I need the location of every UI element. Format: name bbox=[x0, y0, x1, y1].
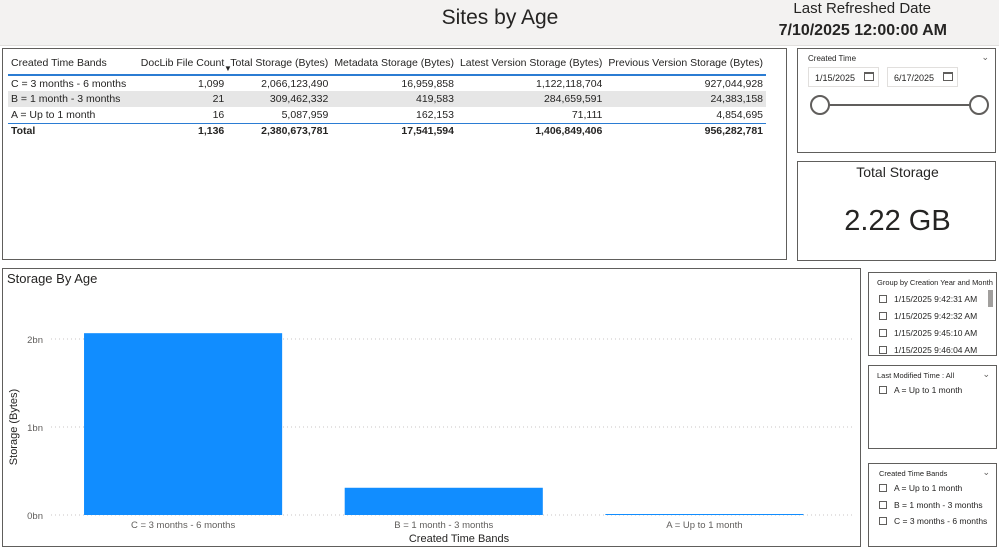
created-time-slicer[interactable]: Created Time ⌄ 1/15/2025 6/17/2025 bbox=[797, 48, 996, 153]
checkbox-icon[interactable] bbox=[879, 484, 887, 492]
slicer-option[interactable]: A = Up to 1 month bbox=[879, 483, 962, 493]
data-table: Created Time Bands DocLib File Count Tot… bbox=[8, 53, 767, 139]
slicer-title: Created Time bbox=[808, 54, 857, 63]
total-cell: 17,541,594 bbox=[331, 122, 457, 139]
table-cell: C = 3 months - 6 months bbox=[11, 77, 127, 90]
bar[interactable] bbox=[84, 333, 283, 515]
end-slider-handle[interactable] bbox=[969, 95, 989, 115]
end-date-input[interactable]: 6/17/2025 bbox=[887, 67, 958, 87]
total-cell: 2,380,673,781 bbox=[227, 122, 332, 139]
table-total-row: Total 1,136 2,380,673,781 17,541,594 1,4… bbox=[8, 122, 767, 139]
checkbox-icon[interactable] bbox=[879, 501, 887, 509]
last-refreshed-value: 7/10/2025 12:00:00 AM bbox=[778, 22, 947, 39]
table-row[interactable]: C = 3 months - 6 months 1,099 2,066,123,… bbox=[8, 75, 766, 91]
checkbox-icon[interactable] bbox=[879, 312, 887, 320]
y-tick-label: 2bn bbox=[27, 335, 43, 346]
bar[interactable] bbox=[605, 514, 804, 515]
x-tick-label: C = 3 months - 6 months bbox=[131, 520, 236, 531]
total-storage-card[interactable]: Total Storage 2.22 GB bbox=[797, 161, 996, 261]
created-time-bands-slicer[interactable]: Created Time Bands ⌄ A = Up to 1 month B… bbox=[868, 463, 997, 547]
sort-descending-icon: ▼ bbox=[224, 64, 232, 73]
page-title: Sites by Age bbox=[441, 6, 559, 29]
table-cell: 1,122,118,704 bbox=[536, 77, 603, 90]
storage-by-age-chart[interactable]: Storage By Age 0bn 1bn 2bn C = 3 months - 6… bbox=[2, 268, 861, 547]
table-row[interactable]: A = Up to 1 month 16 5,087,959 162,153 7… bbox=[8, 107, 766, 123]
table-cell: 162,153 bbox=[416, 108, 454, 121]
calendar-icon[interactable] bbox=[943, 72, 953, 81]
table-header-row: Created Time Bands DocLib File Count Tot… bbox=[8, 53, 767, 75]
slicer-option[interactable]: 1/15/2025 9:42:31 AM bbox=[879, 294, 977, 304]
table-cell: B = 1 month - 3 months bbox=[8, 91, 130, 107]
start-date-input[interactable]: 1/15/2025 bbox=[808, 67, 879, 87]
chevron-down-icon[interactable]: ⌄ bbox=[982, 369, 990, 379]
y-tick-label: 0bn bbox=[27, 511, 43, 522]
sites-by-age-table[interactable]: Created Time Bands DocLib File Count Tot… bbox=[2, 48, 787, 260]
slicer-option[interactable]: 1/15/2025 9:42:32 AM bbox=[879, 311, 977, 321]
checkbox-icon[interactable] bbox=[879, 295, 887, 303]
start-slider-handle[interactable] bbox=[810, 95, 830, 115]
y-axis-title: Storage (Bytes) bbox=[8, 389, 20, 465]
slicer-option[interactable]: 1/15/2025 9:45:10 AM bbox=[879, 328, 977, 338]
start-date-value: 1/15/2025 bbox=[815, 73, 856, 83]
table-cell: 284,659,591 bbox=[456, 91, 606, 107]
table-row[interactable]: B = 1 month - 3 months 21 309,462,332 41… bbox=[8, 91, 767, 107]
table-cell: 5,087,959 bbox=[281, 108, 329, 121]
slicer-option[interactable]: B = 1 month - 3 months bbox=[879, 500, 983, 510]
slicer-option[interactable]: C = 3 months - 6 months bbox=[879, 516, 987, 526]
last-refreshed-label: Last Refreshed Date bbox=[793, 0, 931, 17]
table-cell: 71,111 bbox=[571, 108, 603, 121]
column-header-doclib-file-count[interactable]: DocLib File Count bbox=[140, 56, 225, 69]
table-cell: 24,383,158 bbox=[605, 91, 767, 107]
slicer-option[interactable]: A = Up to 1 month bbox=[879, 385, 962, 395]
last-modified-time-slicer[interactable]: Last Modified Time : All ⌄ A = Up to 1 m… bbox=[868, 365, 997, 449]
table-cell: 419,583 bbox=[331, 91, 457, 107]
chevron-down-icon[interactable]: ⌄ bbox=[982, 467, 990, 477]
bar-chart-plot: 0bn 1bn 2bn C = 3 months - 6 months B = 1 mo… bbox=[8, 333, 853, 545]
checkbox-icon[interactable] bbox=[879, 346, 887, 354]
slicer-option[interactable]: 1/15/2025 9:46:04 AM bbox=[879, 345, 977, 355]
table-cell: 309,462,332 bbox=[227, 91, 332, 107]
column-header-created-time-bands[interactable]: Created Time Bands bbox=[11, 56, 107, 69]
column-header-total-storage[interactable]: Total Storage (Bytes) bbox=[230, 56, 329, 69]
card-value: 2.22 GB bbox=[844, 205, 951, 237]
table-cell: A = Up to 1 month bbox=[11, 108, 96, 121]
checkbox-icon[interactable] bbox=[879, 517, 887, 525]
end-date-value: 6/17/2025 bbox=[894, 73, 935, 83]
x-tick-label: A = Up to 1 month bbox=[666, 520, 742, 531]
table-cell: 2,066,123,490 bbox=[261, 77, 329, 90]
checkbox-icon[interactable] bbox=[879, 329, 887, 337]
date-range-track[interactable] bbox=[820, 104, 980, 106]
chart-title: Storage By Age bbox=[7, 271, 98, 286]
x-tick-label: B = 1 month - 3 months bbox=[394, 520, 493, 531]
card-title: Total Storage bbox=[856, 164, 939, 180]
column-header-previous-version-storage[interactable]: Previous Version Storage (Bytes) bbox=[608, 56, 764, 69]
table-cell: 1,099 bbox=[197, 77, 225, 90]
y-tick-label: 1bn bbox=[27, 423, 43, 434]
column-header-latest-version-storage[interactable]: Latest Version Storage (Bytes) bbox=[459, 56, 603, 69]
table-cell: 16 bbox=[212, 108, 225, 121]
column-header-metadata-storage[interactable]: Metadata Storage (Bytes) bbox=[334, 56, 454, 69]
table-cell: 4,854,695 bbox=[716, 108, 764, 121]
calendar-icon[interactable] bbox=[864, 72, 874, 81]
slicer-title: Group by Creation Year and Month bbox=[877, 278, 993, 287]
total-cell: 1,406,849,406 bbox=[456, 122, 606, 139]
slicer-scrollbar[interactable] bbox=[988, 290, 993, 307]
chevron-down-icon[interactable]: ⌄ bbox=[981, 52, 989, 62]
table-cell: 21 bbox=[129, 91, 228, 107]
slicer-title: Created Time Bands bbox=[879, 469, 948, 478]
checkbox-icon[interactable] bbox=[879, 386, 887, 394]
total-cell: 956,282,781 bbox=[605, 122, 767, 139]
x-axis-title: Created Time Bands bbox=[409, 533, 510, 545]
table-cell: 16,959,858 bbox=[401, 77, 454, 90]
bar[interactable] bbox=[344, 487, 543, 515]
table-cell: 927,044,928 bbox=[704, 77, 764, 90]
slicer-title: Last Modified Time : All bbox=[877, 371, 955, 380]
group-by-creation-slicer[interactable]: Group by Creation Year and Month 1/15/20… bbox=[868, 272, 997, 356]
total-cell: 1,136 bbox=[129, 122, 228, 139]
report-header bbox=[0, 0, 999, 46]
total-label: Total bbox=[8, 122, 130, 139]
